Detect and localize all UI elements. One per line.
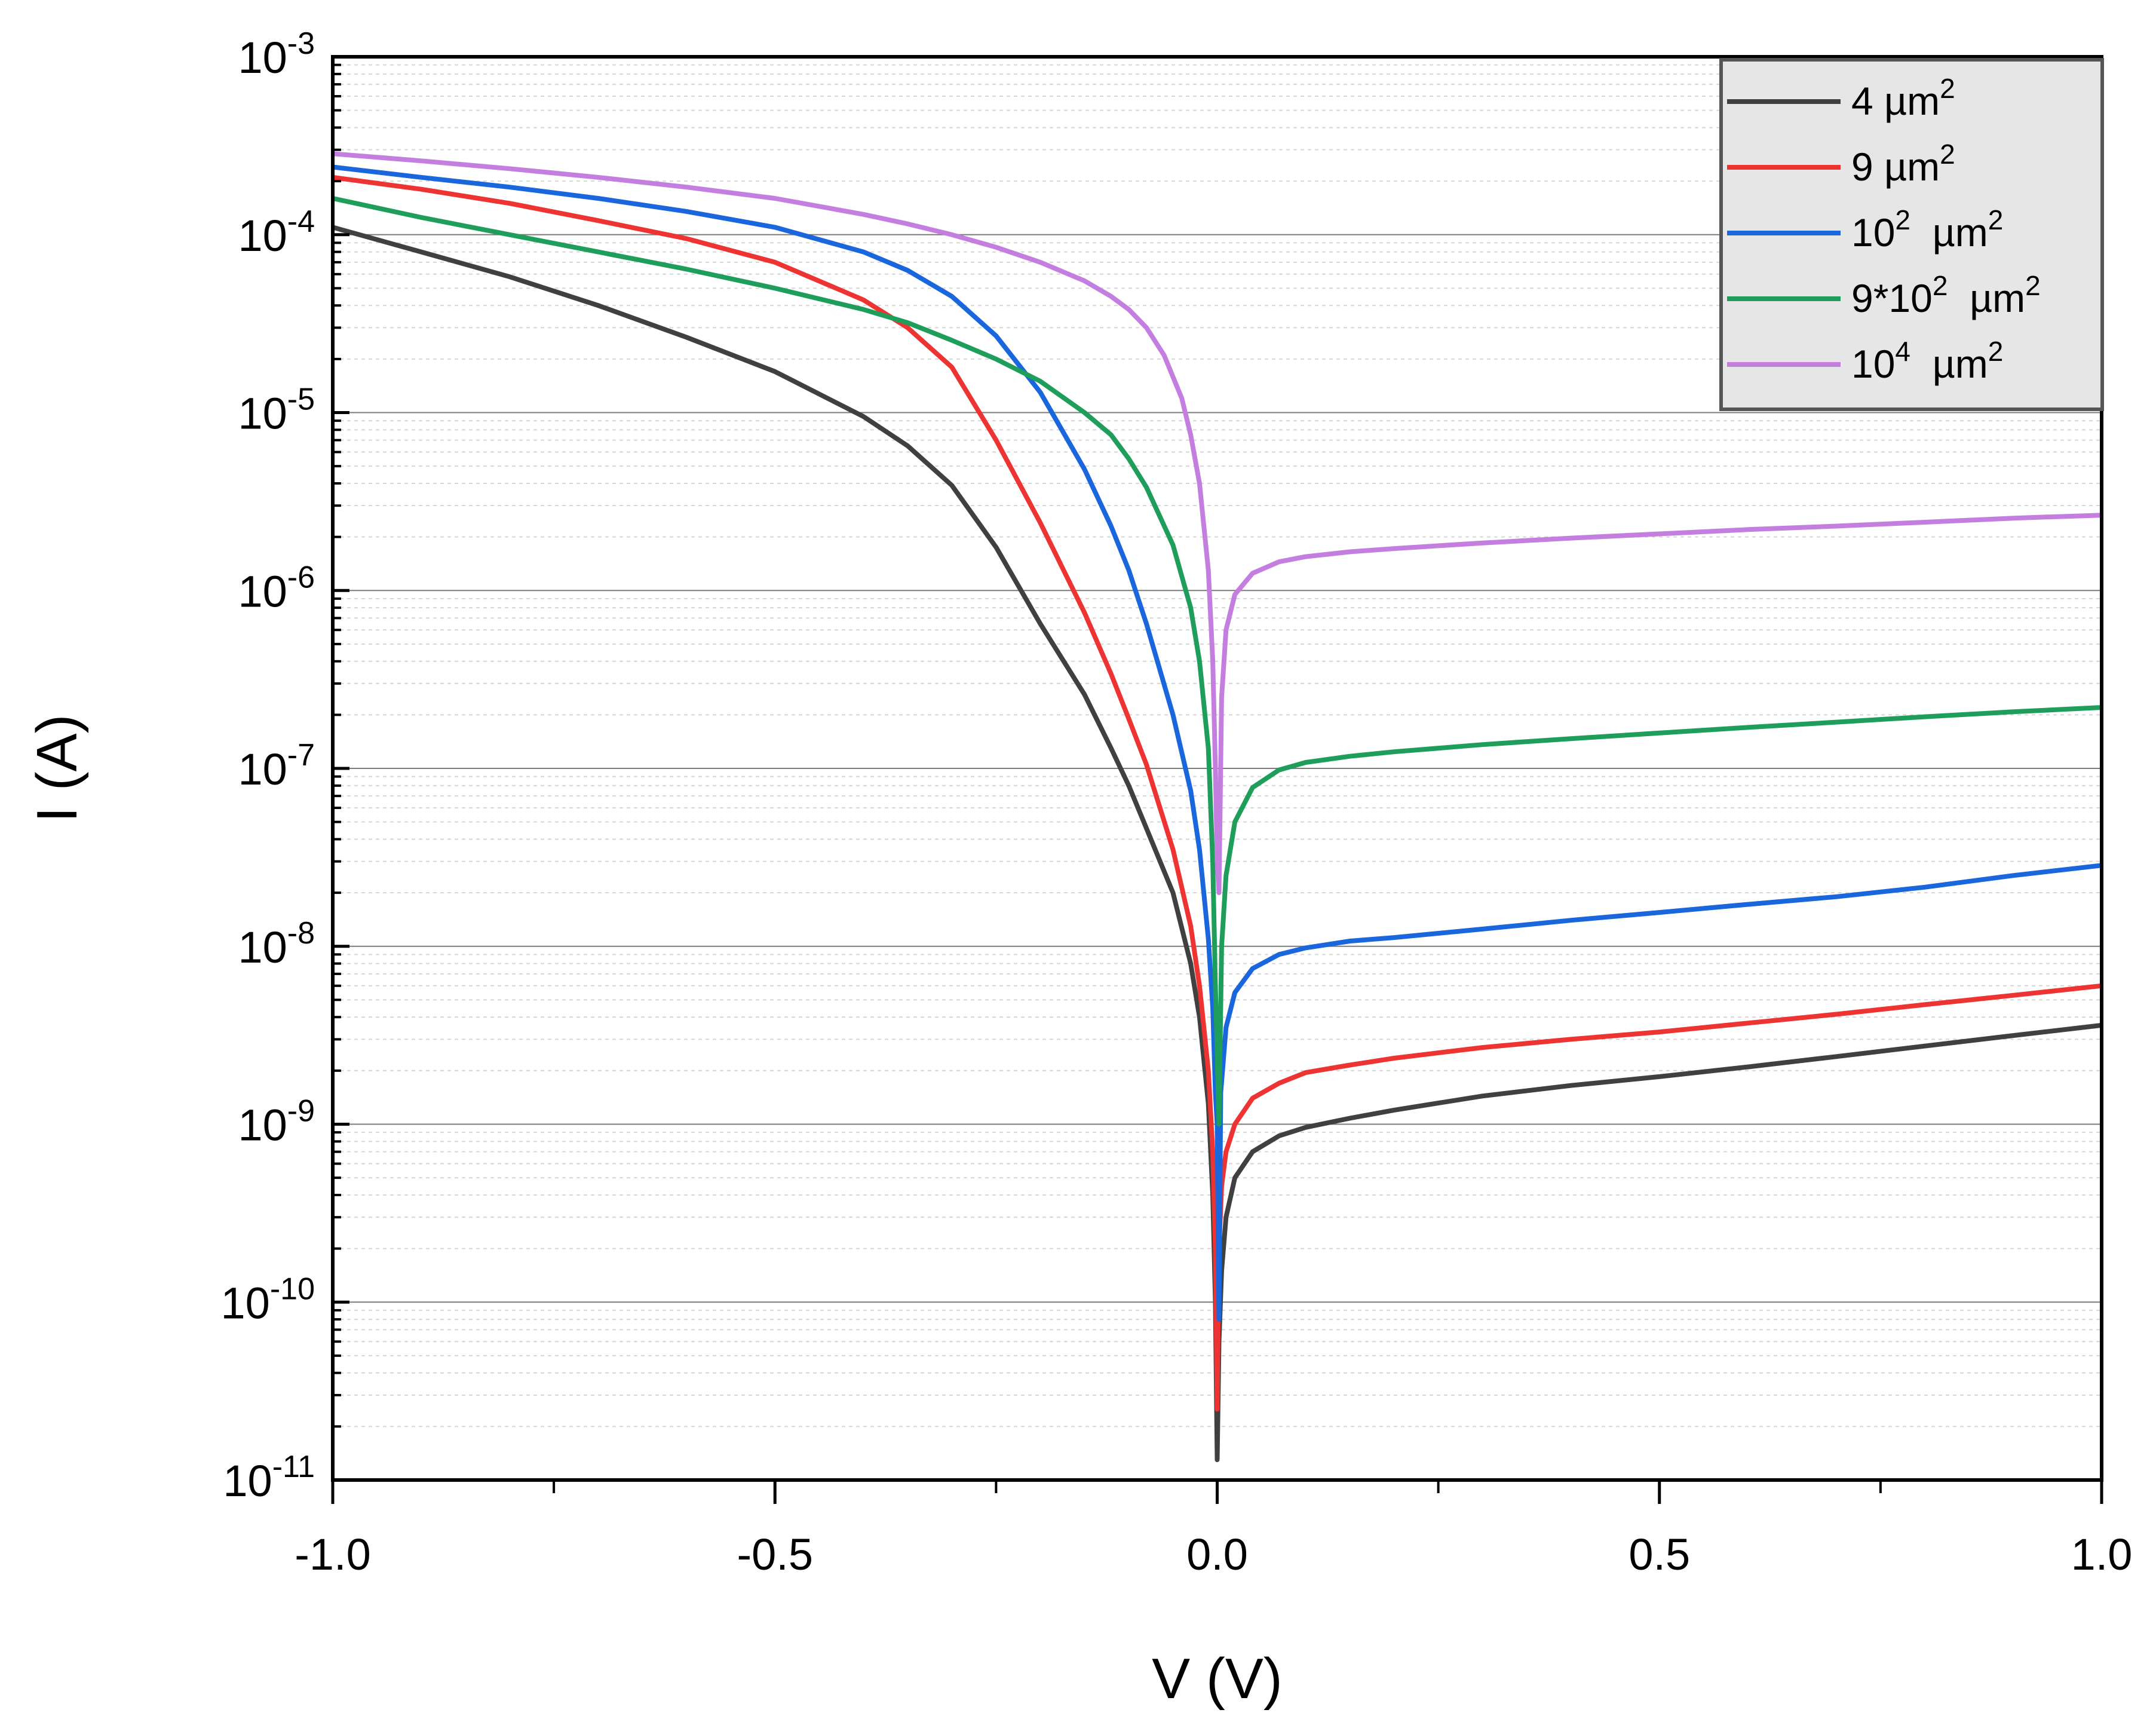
series-line-4 bbox=[332, 196, 2102, 1127]
legend-label: 9 µm2 bbox=[1851, 139, 1955, 189]
series-line-2 bbox=[332, 174, 2102, 1412]
x-tick-label: 1.0 bbox=[2071, 1530, 2133, 1579]
legend-label: 9*102 µm2 bbox=[1851, 270, 2041, 320]
y-tick-label: 10-9 bbox=[238, 1094, 315, 1150]
y-tick-label: 10-5 bbox=[238, 382, 315, 439]
tick-layer: 10-3 10-4 10-5 10-6 10-7 10-8 10-9 10-10 10-11 -1… bbox=[221, 26, 2133, 1579]
x-tick-label: -0.5 bbox=[737, 1530, 813, 1579]
y-tick-label: 10-3 bbox=[238, 26, 315, 82]
y-tick-label: 10-11 bbox=[223, 1450, 315, 1506]
legend-label: 102 µm2 bbox=[1851, 204, 2003, 255]
y-tick-label: 10-6 bbox=[238, 560, 315, 616]
x-axis-title: V (V) bbox=[1152, 1647, 1283, 1711]
x-tick-label: 0.5 bbox=[1628, 1530, 1690, 1579]
series-layer bbox=[332, 151, 2102, 1463]
legend: 4 µm2 9 µm2 102 µm2 9*102 µm2 104 µm2 bbox=[1719, 58, 2104, 411]
y-tick-label: 10-8 bbox=[238, 916, 315, 972]
legend-label: 4 µm2 bbox=[1851, 73, 1955, 123]
y-tick-label: 10-10 bbox=[221, 1271, 315, 1328]
y-tick-label: 10-4 bbox=[238, 204, 315, 261]
legend-label: 104 µm2 bbox=[1851, 336, 2003, 386]
x-tick-label: 0.0 bbox=[1186, 1530, 1248, 1579]
x-tick-label: -1.0 bbox=[295, 1530, 371, 1579]
y-axis-title: I (A) bbox=[25, 714, 89, 822]
y-tick-label: 10-7 bbox=[238, 738, 315, 794]
series-line-5 bbox=[332, 151, 2102, 896]
series-line-3 bbox=[332, 164, 2102, 1322]
